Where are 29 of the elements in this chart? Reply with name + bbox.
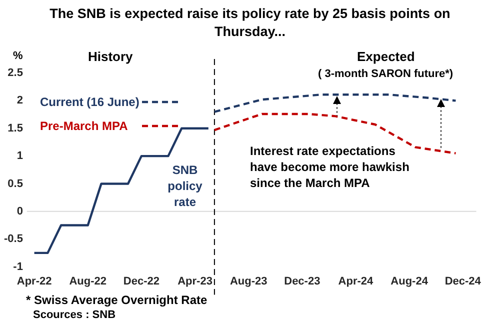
text: Scources : SNB xyxy=(33,309,116,321)
line-series xyxy=(213,93,457,113)
x-tick-label: Aug-24 xyxy=(390,275,429,288)
annotation: ( 3-month SARON future*) xyxy=(318,68,454,80)
text: * Swiss Average Overnight Rate xyxy=(26,293,208,307)
legend-label: Current (16 June) xyxy=(40,95,140,109)
x-tick-label: Apr-24 xyxy=(338,275,374,288)
legend-label: Pre-March MPA xyxy=(40,119,129,133)
y-tick-label: 0.5 xyxy=(8,178,23,190)
y-axis-title: % xyxy=(13,50,23,62)
text: Expected xyxy=(357,49,415,64)
x-tick-label: Apr-23 xyxy=(178,275,212,288)
y-tick-label: 1 xyxy=(16,150,23,162)
y-tick-label: 2 xyxy=(16,94,23,107)
x-tick-label: Apr-22 xyxy=(16,275,52,288)
text: History xyxy=(88,49,133,64)
chart-title: The SNB is expected raise its policy rate by 25 basis points on Thursday... xyxy=(48,5,452,41)
series-label: SNB policy rate xyxy=(166,162,204,210)
y-tick-label: -1 xyxy=(13,260,23,273)
y-tick-label: -0.5 xyxy=(4,233,23,246)
y-tick-label: 2.5 xyxy=(8,67,23,80)
y-tick-label: 1.5 xyxy=(8,122,23,134)
x-tick-label: Dec-24 xyxy=(444,275,482,288)
x-tick-label: Dec-23 xyxy=(284,275,320,288)
annotation: Interest rate expectations have become more hawkish since the March MPA xyxy=(250,143,410,191)
y-tick-label: 0 xyxy=(16,205,23,218)
x-tick-label: Aug-22 xyxy=(69,275,107,288)
x-tick-label: Aug-23 xyxy=(230,275,268,288)
x-tick-label: Dec-22 xyxy=(123,275,160,288)
